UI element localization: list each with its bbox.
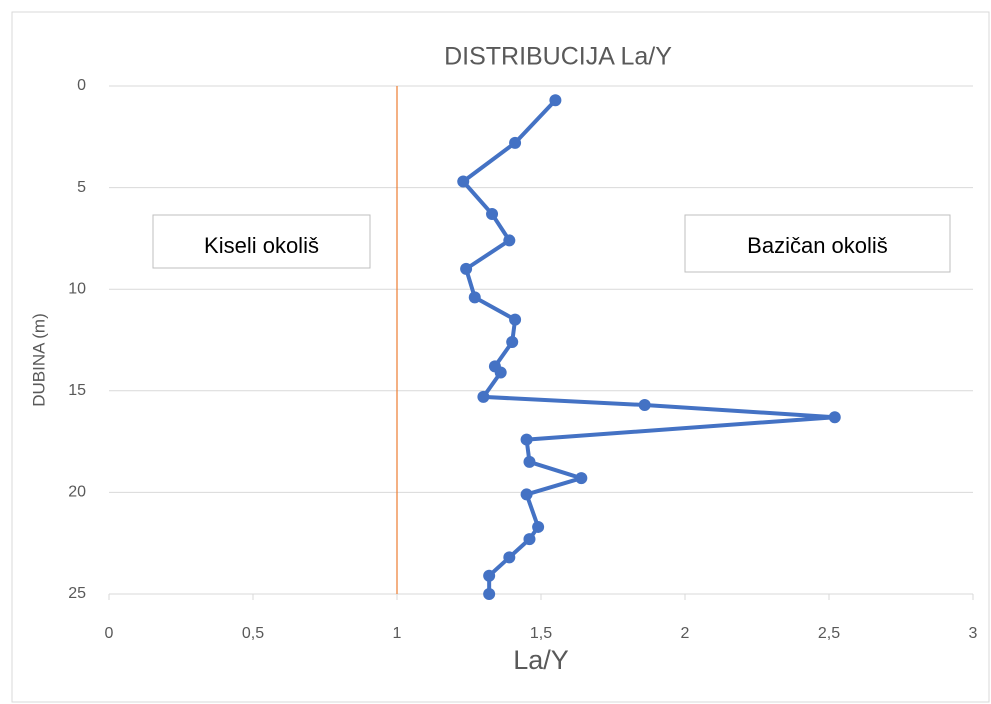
y-axis-title: DUBINA (m) (29, 313, 48, 407)
data-point (549, 94, 562, 107)
y-tick-label: 5 (77, 179, 86, 196)
y-tick-label: 20 (68, 484, 86, 501)
data-point (520, 488, 533, 501)
data-point (494, 366, 507, 379)
data-point (486, 208, 499, 221)
annotation: Kiseli okoliš (204, 233, 319, 258)
data-point (457, 175, 470, 188)
data-point (503, 551, 516, 564)
data-point (468, 291, 481, 304)
x-tick-label: 1,5 (530, 625, 552, 642)
annotation-box (152, 214, 371, 269)
data-point (523, 533, 536, 546)
data-point (483, 588, 496, 600)
data-point (460, 262, 473, 275)
data-point (520, 433, 533, 446)
data-point (509, 313, 522, 326)
y-tick-label: 10 (68, 280, 86, 297)
y-tick-label: 15 (68, 382, 86, 399)
x-tick-label: 3 (969, 625, 978, 642)
x-tick-label: 1 (393, 625, 402, 642)
x-tick-label: 2 (681, 625, 690, 642)
data-point (477, 390, 490, 403)
annotation-box (684, 214, 951, 273)
x-tick-label: 0 (105, 625, 114, 642)
data-point (483, 569, 496, 582)
x-tick-label: 2,5 (818, 625, 840, 642)
chart-title: DISTRIBUCIJA La/Y (444, 43, 672, 71)
data-point (509, 136, 522, 149)
data-point (503, 234, 516, 247)
y-tick-label: 25 (68, 585, 86, 602)
data-point (506, 336, 519, 349)
x-axis-title: La/Y (513, 645, 569, 675)
data-point (638, 399, 651, 412)
annotation: Bazičan okoliš (747, 233, 888, 258)
data-point (532, 520, 545, 533)
data-point (828, 411, 841, 424)
data-point (575, 472, 588, 485)
data-point (523, 455, 536, 468)
y-tick-label: 0 (77, 77, 86, 94)
x-tick-label: 0,5 (242, 625, 264, 642)
